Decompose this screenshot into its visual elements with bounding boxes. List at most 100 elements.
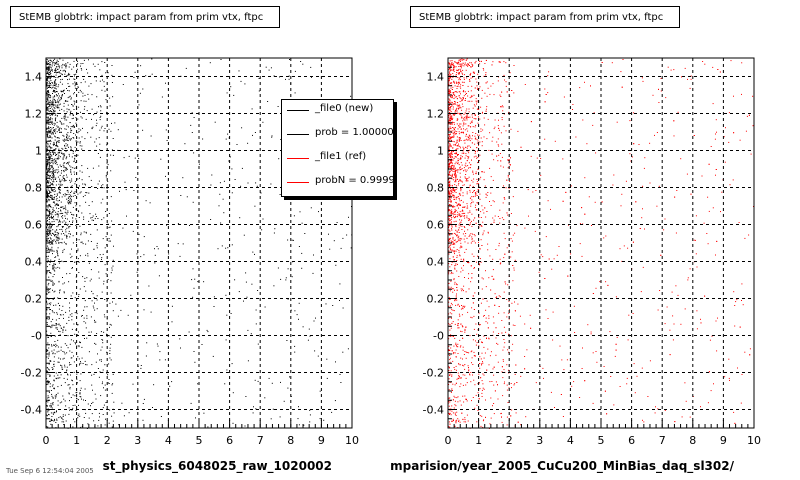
scatter-point bbox=[103, 217, 105, 219]
scatter-point bbox=[512, 343, 514, 345]
scatter-point bbox=[63, 102, 65, 104]
scatter-point bbox=[467, 150, 469, 152]
scatter-point bbox=[66, 227, 68, 229]
scatter-point bbox=[448, 166, 450, 168]
scatter-point bbox=[258, 90, 260, 92]
scatter-point bbox=[77, 132, 79, 134]
scatter-point bbox=[59, 72, 61, 74]
scatter-point bbox=[457, 241, 459, 243]
scatter-point bbox=[46, 68, 48, 70]
scatter-point bbox=[50, 332, 52, 334]
scatter-point bbox=[673, 323, 675, 325]
scatter-point bbox=[459, 105, 461, 107]
scatter-point bbox=[478, 373, 480, 375]
scatter-point bbox=[61, 228, 63, 230]
scatter-point bbox=[464, 157, 466, 159]
scatter-point bbox=[50, 84, 52, 86]
scatter-point bbox=[459, 169, 461, 171]
scatter-point bbox=[194, 278, 196, 280]
scatter-point bbox=[448, 250, 450, 252]
scatter-point bbox=[50, 80, 52, 82]
scatter-point bbox=[49, 241, 51, 243]
scatter-point bbox=[63, 162, 65, 164]
scatter-point bbox=[508, 312, 510, 314]
scatter-point bbox=[451, 375, 453, 377]
scatter-point bbox=[78, 106, 80, 108]
scatter-point bbox=[470, 96, 472, 98]
scatter-point bbox=[451, 250, 453, 252]
scatter-point bbox=[463, 290, 464, 292]
scatter-point bbox=[104, 364, 106, 366]
scatter-point bbox=[595, 152, 597, 154]
scatter-point bbox=[57, 297, 59, 299]
scatter-point bbox=[457, 372, 459, 374]
scatter-point bbox=[56, 141, 58, 143]
scatter-point bbox=[456, 178, 458, 180]
scatter-point bbox=[81, 346, 83, 348]
scatter-point bbox=[472, 339, 474, 341]
scatter-point bbox=[55, 119, 56, 121]
scatter-point bbox=[457, 160, 459, 162]
scatter-point bbox=[108, 383, 110, 384]
scatter-point bbox=[502, 360, 504, 362]
scatter-point bbox=[57, 377, 59, 379]
scatter-point bbox=[78, 128, 80, 130]
scatter-point bbox=[456, 110, 458, 112]
scatter-point bbox=[449, 209, 451, 211]
scatter-point bbox=[449, 198, 451, 200]
scatter-point bbox=[494, 119, 496, 121]
scatter-point bbox=[47, 63, 49, 65]
scatter-point bbox=[46, 101, 48, 103]
scatter-point bbox=[85, 364, 87, 366]
scatter-point bbox=[451, 162, 453, 164]
scatter-point bbox=[448, 145, 450, 147]
scatter-point bbox=[508, 244, 509, 246]
scatter-point bbox=[206, 329, 208, 331]
scatter-point bbox=[448, 82, 450, 84]
scatter-point bbox=[462, 69, 464, 71]
scatter-point bbox=[451, 118, 453, 120]
scatter-point bbox=[76, 398, 78, 400]
scatter-point bbox=[100, 106, 102, 108]
scatter-point bbox=[76, 241, 77, 243]
scatter-point bbox=[450, 187, 451, 189]
scatter-point bbox=[477, 162, 479, 164]
scatter-point bbox=[452, 353, 454, 355]
scatter-point bbox=[83, 100, 85, 102]
scatter-point bbox=[474, 135, 476, 137]
scatter-point bbox=[475, 204, 477, 206]
scatter-point bbox=[454, 130, 456, 132]
scatter-point bbox=[53, 198, 55, 200]
scatter-point bbox=[91, 94, 93, 96]
scatter-point bbox=[273, 232, 275, 234]
scatter-point bbox=[477, 122, 479, 124]
scatter-point bbox=[51, 122, 53, 123]
scatter-point bbox=[243, 234, 245, 236]
scatter-point bbox=[57, 225, 59, 227]
scatter-point bbox=[469, 79, 470, 81]
scatter-point bbox=[136, 253, 138, 255]
scatter-point bbox=[459, 346, 461, 348]
scatter-point bbox=[50, 216, 52, 218]
scatter-point bbox=[55, 148, 57, 150]
scatter-point bbox=[734, 325, 736, 327]
scatter-point bbox=[456, 249, 458, 250]
scatter-point bbox=[47, 120, 48, 122]
scatter-point bbox=[50, 302, 52, 304]
scatter-point bbox=[54, 135, 56, 137]
scatter-point bbox=[92, 167, 94, 169]
scatter-point bbox=[66, 213, 68, 215]
scatter-point bbox=[48, 93, 50, 95]
scatter-point bbox=[450, 327, 452, 329]
scatter-point bbox=[156, 246, 158, 247]
scatter-point bbox=[70, 211, 72, 213]
scatter-point bbox=[457, 303, 459, 305]
scatter-point bbox=[99, 119, 101, 121]
scatter-point bbox=[56, 137, 58, 139]
scatter-point bbox=[50, 206, 52, 208]
scatter-point bbox=[507, 214, 509, 216]
scatter-point bbox=[78, 294, 80, 295]
scatter-point bbox=[460, 345, 462, 347]
scatter-point bbox=[456, 344, 457, 346]
scatter-point bbox=[62, 331, 64, 333]
